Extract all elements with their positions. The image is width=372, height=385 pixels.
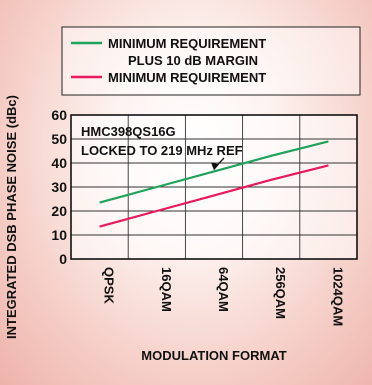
legend-box — [61, 26, 361, 96]
annotation-arrow-head — [211, 162, 219, 171]
x-tick-label: 1024QAM — [330, 267, 345, 326]
y-tick-label: 50 — [51, 131, 67, 147]
x-tick-label: 256QAM — [273, 267, 288, 319]
x-tick-label: QPSK — [102, 267, 117, 304]
series-line-1 — [99, 164, 329, 228]
y-tick-label: 40 — [51, 155, 67, 171]
x-tick-label: 64QAM — [216, 267, 231, 312]
y-tick-label: 0 — [59, 251, 67, 267]
x-axis-title: MODULATION FORMAT — [141, 348, 286, 363]
legend-label: MINIMUM REQUIREMENT — [108, 70, 266, 85]
series-line-0 — [99, 140, 329, 204]
annotation-line: LOCKED TO 219 MHz REF — [81, 143, 243, 158]
legend-label: PLUS 10 dB MARGIN — [128, 53, 258, 68]
y-tick-label: 60 — [51, 107, 67, 123]
y-axis-title: INTEGRATED DSB PHASE NOISE (dBc) — [4, 95, 19, 339]
y-tick-label: 30 — [51, 179, 67, 195]
plot-border — [70, 114, 358, 260]
x-tick-label: 16QAM — [159, 267, 174, 312]
annotation-line: HMC398QS16G — [81, 124, 176, 139]
y-tick-label: 10 — [51, 227, 67, 243]
legend-label: MINIMUM REQUIREMENT — [108, 36, 266, 51]
y-tick-label: 20 — [51, 203, 67, 219]
